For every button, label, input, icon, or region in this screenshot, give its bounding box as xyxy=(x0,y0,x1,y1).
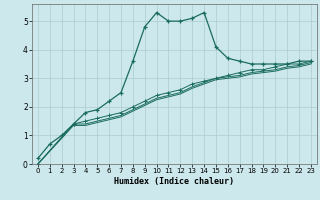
X-axis label: Humidex (Indice chaleur): Humidex (Indice chaleur) xyxy=(115,177,234,186)
